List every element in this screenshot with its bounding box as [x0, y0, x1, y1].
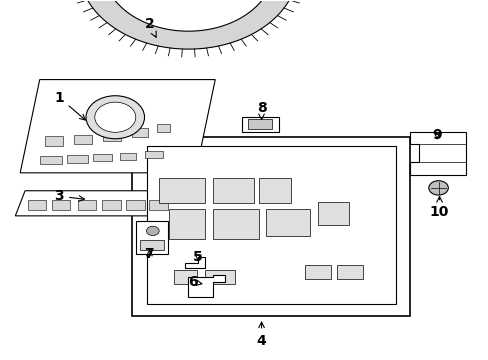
Circle shape	[428, 181, 447, 195]
Bar	[168, 209, 205, 239]
Bar	[132, 137, 409, 316]
Text: 3: 3	[54, 189, 84, 203]
Polygon shape	[188, 275, 224, 297]
Text: 8: 8	[256, 101, 266, 120]
Text: 4: 4	[256, 322, 266, 348]
Text: 5: 5	[193, 250, 203, 264]
Bar	[336, 265, 362, 279]
Bar	[136, 221, 167, 253]
Bar	[205, 270, 234, 284]
Circle shape	[95, 102, 136, 132]
Circle shape	[146, 226, 159, 235]
Bar	[248, 120, 271, 129]
Bar	[27, 201, 46, 211]
Bar	[126, 201, 145, 211]
Bar	[78, 201, 96, 211]
Polygon shape	[15, 191, 190, 216]
Text: 10: 10	[429, 197, 448, 219]
Bar	[93, 154, 112, 161]
Bar	[317, 202, 348, 225]
Text: 2: 2	[144, 17, 156, 37]
Polygon shape	[20, 80, 215, 173]
Polygon shape	[184, 257, 204, 268]
Bar	[120, 153, 136, 160]
Bar	[173, 270, 197, 284]
Bar	[132, 129, 148, 137]
Text: 1: 1	[54, 90, 85, 120]
Bar	[44, 136, 63, 146]
Text: 6: 6	[188, 275, 202, 289]
Bar	[157, 124, 170, 132]
Circle shape	[86, 96, 144, 139]
Text: 9: 9	[431, 128, 441, 142]
Bar	[259, 178, 290, 203]
Bar	[159, 178, 205, 203]
Bar	[242, 117, 278, 132]
Bar	[66, 155, 88, 163]
Bar	[103, 131, 121, 140]
Bar	[102, 201, 121, 211]
Text: 7: 7	[144, 247, 154, 261]
Bar	[212, 209, 259, 239]
Bar	[52, 201, 70, 211]
Polygon shape	[409, 132, 466, 175]
Bar	[74, 135, 92, 144]
Polygon shape	[147, 146, 395, 304]
Bar	[266, 209, 310, 235]
Bar	[305, 265, 330, 279]
Bar	[144, 151, 163, 158]
Polygon shape	[85, 0, 291, 49]
Bar	[140, 240, 163, 250]
Bar	[40, 156, 61, 164]
Bar	[212, 178, 254, 203]
Bar	[149, 201, 167, 211]
